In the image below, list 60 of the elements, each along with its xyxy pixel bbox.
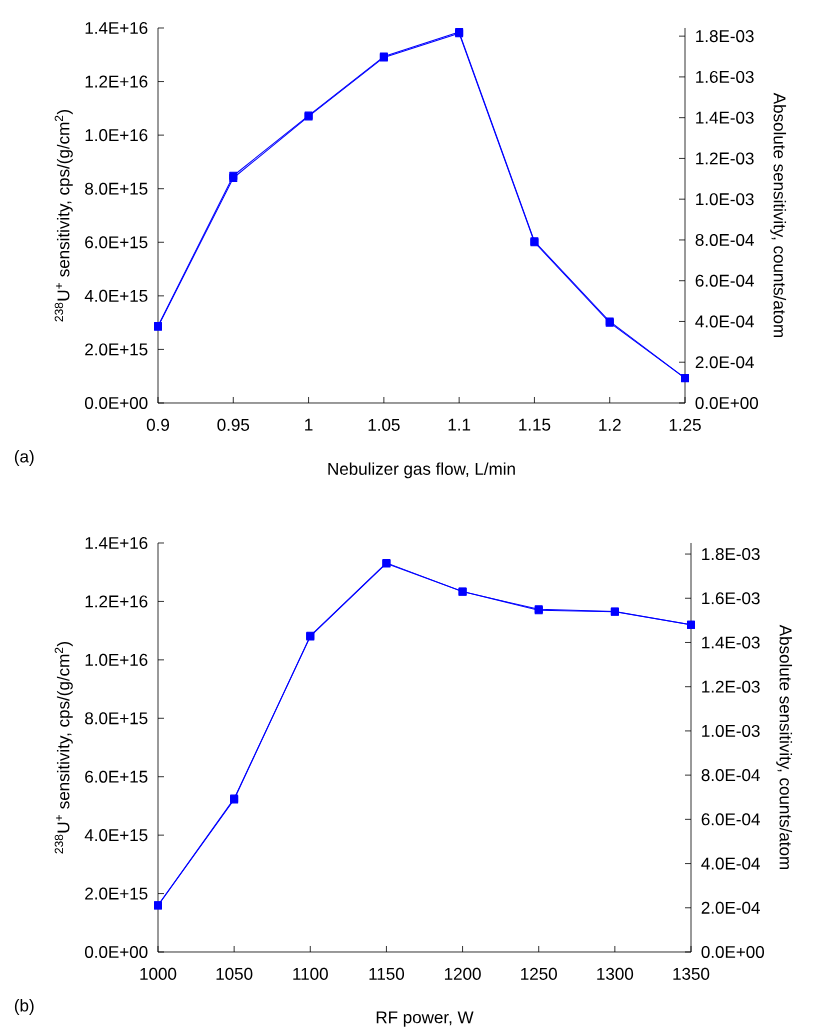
y2-tick-label: 2.0E-04 bbox=[701, 901, 760, 914]
y-tick-label: 1.0E+16 bbox=[85, 653, 148, 666]
x-tick-label: 1250 bbox=[521, 967, 557, 980]
y-tick-label: 4.0E+15 bbox=[84, 289, 148, 302]
y2-tick-label: 0.0E+00 bbox=[695, 396, 759, 410]
y2-tick-label: 1.8E-03 bbox=[696, 30, 754, 43]
x-tick-label: 1.05 bbox=[368, 418, 400, 431]
x-tick-label: 0.9 bbox=[146, 418, 170, 431]
x-tick-label: 1300 bbox=[597, 967, 634, 980]
y2-tick-label: 2.0E-04 bbox=[695, 356, 754, 369]
x-tick-label: 1200 bbox=[444, 967, 481, 980]
x-tick-label: 0.95 bbox=[217, 418, 250, 431]
y-tick-label: 0.0E+00 bbox=[84, 396, 148, 410]
y2-tick-label: 1.2E-03 bbox=[696, 152, 754, 165]
y2-tick-label: 4.0E-04 bbox=[701, 857, 760, 870]
x-tick-label: 1050 bbox=[216, 967, 253, 980]
x-tick-label: 1000 bbox=[140, 967, 177, 980]
x-tick-label: 1.2 bbox=[599, 418, 621, 431]
y-tick-label: 1.2E+16 bbox=[85, 75, 148, 88]
x-tick-label: 1350 bbox=[673, 967, 710, 980]
y-tick-label: 2.0E+15 bbox=[85, 343, 148, 356]
x-axis-title: RF power, W bbox=[376, 1011, 474, 1027]
y-tick-label: 0.0E+00 bbox=[84, 945, 148, 959]
y2-tick-label: 6.0E-04 bbox=[701, 813, 760, 826]
y-tick-label: 8.0E+15 bbox=[85, 712, 148, 725]
x-axis-title: Nebulizer gas flow, L/min bbox=[328, 462, 515, 479]
y2-axis-title: Absolute sensitivity, counts/atom bbox=[770, 92, 787, 338]
y2-tick-label: 1.6E-03 bbox=[696, 70, 754, 83]
y2-tick-label: 1.4E-03 bbox=[702, 636, 760, 649]
x-tick-label: 1.25 bbox=[669, 418, 701, 431]
x-tick-label: 1.15 bbox=[519, 418, 551, 431]
y2-axis-title: Absolute sensitivity, counts/atom bbox=[776, 624, 793, 870]
x-tick-label: 1 bbox=[305, 418, 313, 431]
y-axis-title: $^{238}$U$^{+}$ sensitivity, cps/(g/cm$^{2}$) bbox=[54, 109, 73, 322]
x-tick-label: 1100 bbox=[293, 967, 328, 980]
y-tick-label: 2.0E+15 bbox=[85, 887, 148, 900]
y2-tick-label: 1.2E-03 bbox=[702, 680, 760, 693]
y2-tick-label: 1.0E-03 bbox=[702, 724, 760, 737]
y2-tick-label: 1.6E-03 bbox=[702, 592, 760, 605]
y-tick-label: 1.4E+16 bbox=[85, 536, 148, 550]
y2-tick-label: 1.0E-03 bbox=[696, 193, 754, 206]
x-tick-label: 1.1 bbox=[448, 418, 471, 431]
y2-tick-label: 1.8E-03 bbox=[702, 548, 760, 561]
y2-tick-label: 8.0E-04 bbox=[701, 769, 760, 782]
y2-tick-label: 8.0E-04 bbox=[695, 233, 754, 246]
y2-tick-label: 0.0E+00 bbox=[701, 945, 765, 959]
y-tick-label: 1.2E+16 bbox=[85, 595, 148, 608]
y-axis-title: $^{238}$U$^{+}$ sensitivity, cps/(g/cm$^{2}$) bbox=[54, 641, 73, 854]
y-tick-label: 1.4E+16 bbox=[85, 21, 148, 35]
y-tick-label: 4.0E+15 bbox=[84, 829, 148, 842]
y-tick-label: 1.0E+16 bbox=[85, 129, 148, 142]
y2-tick-label: 6.0E-04 bbox=[695, 274, 754, 287]
y2-tick-label: 1.4E-03 bbox=[696, 111, 754, 124]
x-tick-label: 1150 bbox=[369, 967, 405, 980]
y-tick-label: 6.0E+15 bbox=[85, 770, 148, 783]
y2-tick-label: 4.0E-04 bbox=[695, 315, 754, 328]
y-tick-label: 6.0E+15 bbox=[85, 236, 148, 249]
text: (a) bbox=[14, 450, 34, 466]
text: (b) bbox=[14, 999, 34, 1015]
y-tick-label: 8.0E+15 bbox=[85, 182, 148, 195]
